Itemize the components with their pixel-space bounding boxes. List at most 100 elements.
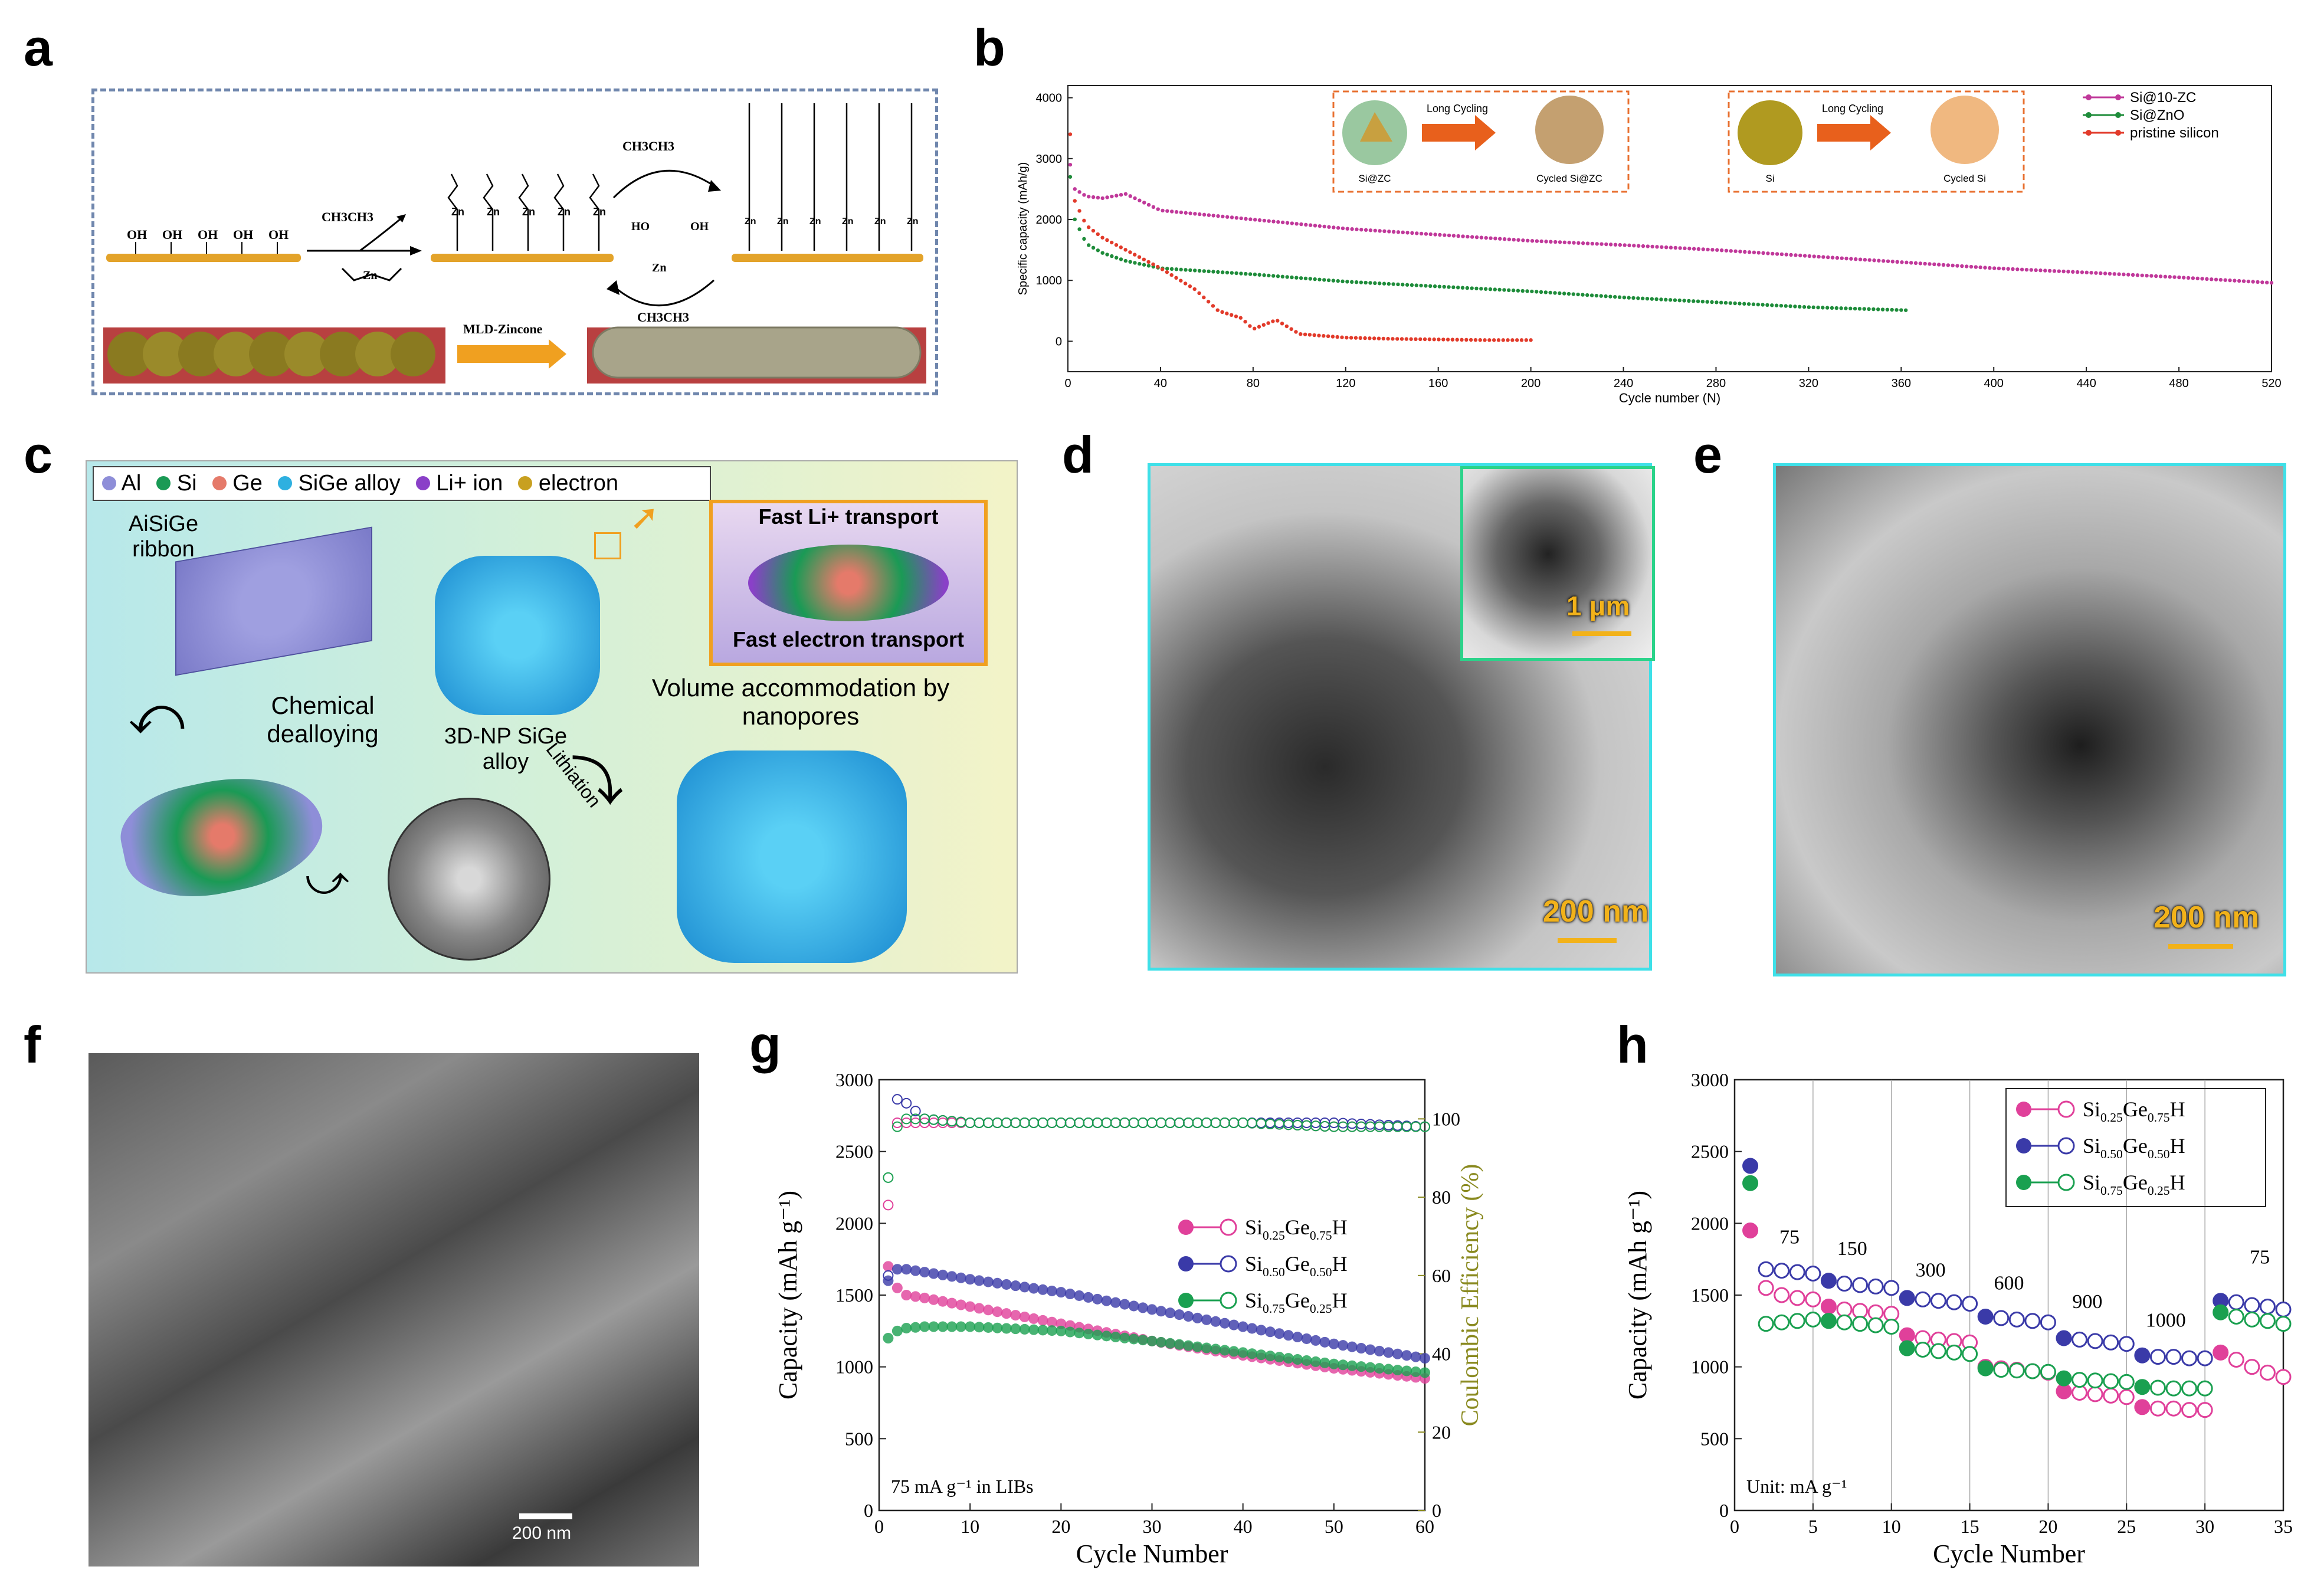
ce-point-2 [965,1117,976,1128]
data-point-2 [1261,323,1266,327]
data-point-0 [1433,232,1437,237]
inset-arrow-head [1870,115,1891,150]
capacity-point-1 [992,1277,1003,1289]
data-point-0 [1585,241,1590,245]
capacity-point-2 [1820,1313,1837,1329]
data-point-1 [1765,303,1769,307]
capacity-point-0 [2244,1359,2260,1375]
data-point-1 [1119,257,1123,261]
ce-point-2 [1019,1117,1030,1128]
data-point-1 [1248,272,1253,276]
data-point-2 [1142,257,1146,261]
data-point-0 [1091,195,1096,199]
capacity-point-2 [1867,1317,1884,1333]
oh-label: OH [690,220,709,233]
data-point-1 [1451,285,1456,290]
inset-particle-start [1738,100,1802,165]
fast-li-label: Fast Li+ transport [758,504,939,529]
capacity-point-1 [2103,1334,2119,1351]
data-point-2 [1146,260,1151,264]
data-point-0 [1299,222,1303,227]
data-point-2 [1192,287,1197,291]
x-tick-label: 160 [1428,377,1448,390]
data-point-1 [1876,307,1880,312]
x-tick-label: 320 [1799,377,1818,390]
capacity-point-2 [1852,1316,1869,1332]
panel-label-b: b [974,18,1005,77]
data-point-1 [1788,304,1792,309]
data-point-0 [1373,228,1377,232]
data-point-1 [1410,283,1414,287]
data-point-0 [1419,231,1424,236]
capacity-point-1 [901,1264,912,1275]
capacity-point-0 [883,1261,894,1272]
data-point-0 [1835,255,1840,260]
data-point-1 [1677,298,1682,303]
capacity-point-1 [1962,1296,1978,1312]
data-point-0 [1304,222,1308,227]
data-point-1 [1225,270,1230,275]
f-scale-label: 200 nm [512,1523,572,1543]
capacity-point-2 [2181,1380,2198,1397]
data-point-1 [1493,287,1497,291]
plot-frame [1067,85,2272,372]
capacity-point-1 [1074,1290,1085,1301]
data-point-2 [1432,337,1436,342]
data-point-1 [1138,261,1142,266]
ce-point-2 [1028,1117,1040,1128]
ce-point-2 [974,1117,985,1128]
data-point-0 [1664,245,1669,250]
data-point-2 [1473,337,1478,342]
capacity-point-2 [1174,1339,1185,1350]
capacity-point-2 [1365,1362,1376,1373]
ce-point-2 [1292,1119,1303,1130]
capacity-point-2 [2024,1363,2041,1379]
capacity-point-2 [1247,1348,1258,1359]
capacity-point-2 [1883,1319,1900,1335]
data-point-2 [1229,313,1234,317]
data-point-2 [1395,337,1399,341]
data-point-1 [1373,281,1377,286]
data-point-0 [1165,209,1169,213]
volume-label: Volume accommodation by nanopores [651,674,950,730]
data-point-1 [1566,291,1571,296]
data-point-0 [2047,268,2052,273]
capacity-point-0 [1028,1313,1040,1324]
capacity-point-1 [1346,1341,1358,1352]
data-point-1 [1354,280,1359,284]
data-point-2 [1169,273,1174,277]
data-point-0 [1627,243,1631,248]
data-point-2 [1335,335,1339,339]
capacity-point-1 [1019,1282,1030,1293]
data-point-2 [1128,250,1132,254]
data-point-0 [1489,236,1493,240]
data-point-0 [1105,195,1109,199]
data-point-1 [1271,274,1276,278]
y-right-tick-label: 40 [1432,1343,1451,1365]
data-point-0 [1941,263,1946,267]
data-point-1 [1705,300,1709,304]
y-right-tick-label: 60 [1432,1265,1451,1286]
data-point-2 [1455,337,1459,342]
data-point-1 [1793,304,1797,309]
data-point-1 [1507,288,1511,293]
capacity-point-2 [1074,1328,1085,1339]
capacity-point-2 [901,1322,912,1333]
capacity-point-2 [1946,1344,1962,1361]
data-point-2 [1294,330,1298,334]
data-point-1 [1308,277,1312,281]
data-point-1 [1276,274,1280,278]
capacity-point-0 [1899,1327,1915,1343]
data-point-0 [1156,207,1160,211]
data-point-1 [1728,301,1733,305]
legend-marker-open [1220,1255,1237,1273]
capacity-point-1 [1183,1311,1194,1322]
legend-label: Si@10-ZC [2130,90,2196,106]
y-tick-label: 1500 [835,1284,873,1306]
data-point-1 [1751,302,1756,306]
legend-box [2005,1088,2266,1207]
y-right-axis-title: Coulombic Efficiency (%) [1457,1164,1484,1427]
data-point-1 [1645,297,1650,301]
data-point-0 [1211,214,1215,218]
inset-scale-bar [1572,631,1631,636]
